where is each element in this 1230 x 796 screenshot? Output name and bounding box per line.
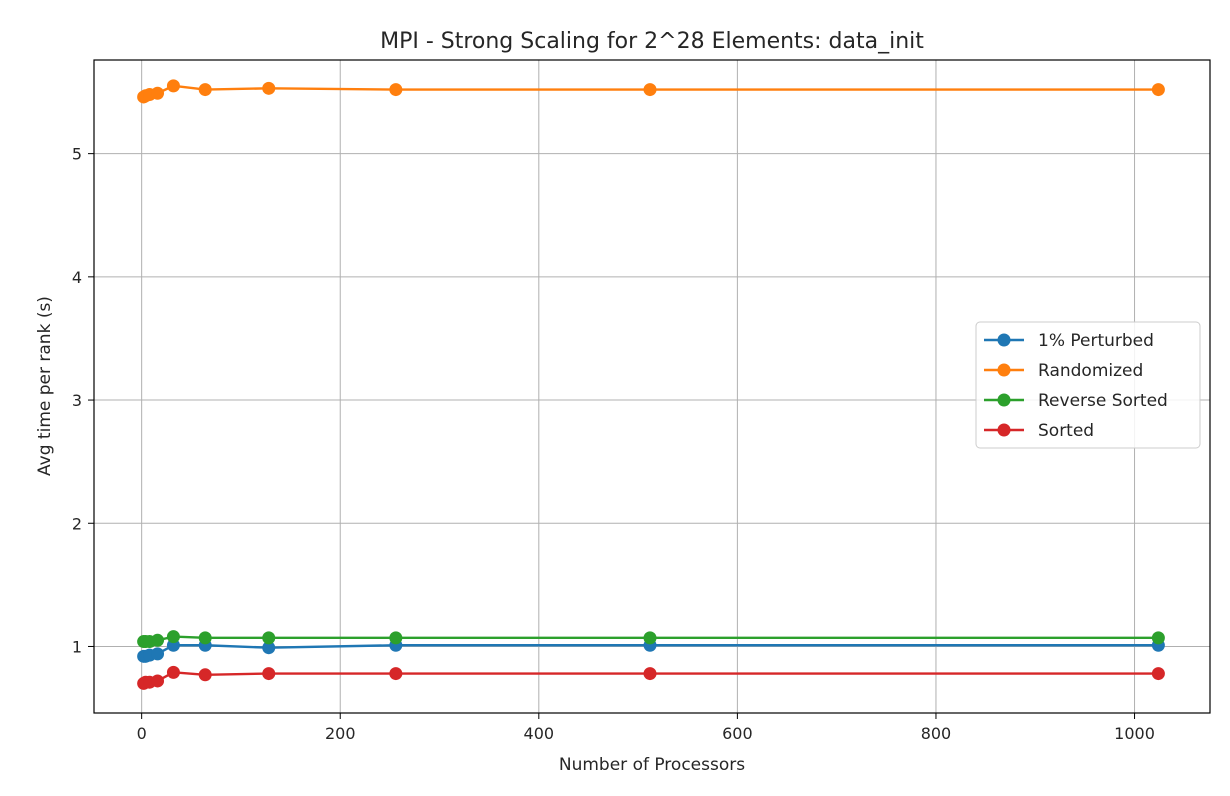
legend-box	[975, 321, 1201, 449]
series-reverse-sorted	[137, 630, 1165, 649]
data-point-reverse-sorted	[389, 631, 403, 645]
data-point-randomized	[262, 81, 276, 95]
legend-label: Randomized	[1038, 361, 1143, 381]
data-point-sorted	[643, 667, 657, 681]
legend-item-randomized: Randomized	[984, 361, 1143, 381]
legend-label: 1% Perturbed	[1038, 331, 1154, 351]
tick-layer: 0 200 400 600 800 1000 1 2 3 4 5	[72, 145, 1155, 743]
data-point-reverse-sorted	[262, 631, 276, 645]
legend-item-reverse-sorted: Reverse Sorted	[984, 391, 1168, 411]
data-point-1-perturbed	[151, 647, 165, 661]
data-point-sorted	[151, 674, 165, 688]
data-point-1-perturbed	[262, 641, 276, 655]
data-point-sorted	[1151, 667, 1165, 681]
legend-marker	[997, 333, 1011, 347]
data-point-reverse-sorted	[1151, 631, 1165, 645]
data-point-sorted	[198, 668, 212, 682]
legend: 1% Perturbed Randomized Reverse Sorted Sort…	[975, 321, 1201, 449]
legend-marker	[997, 363, 1011, 377]
data-point-sorted	[389, 667, 403, 681]
data-point-sorted	[262, 667, 276, 681]
data-point-randomized	[166, 79, 180, 93]
series-sorted	[137, 665, 1165, 690]
x-tick-label: 600	[722, 724, 753, 743]
data-point-randomized	[151, 86, 165, 100]
data-point-reverse-sorted	[198, 631, 212, 645]
y-axis-label: Avg time per rank (s)	[35, 296, 55, 476]
data-point-randomized	[1151, 83, 1165, 97]
legend-marker	[997, 393, 1011, 407]
data-point-reverse-sorted	[151, 633, 165, 647]
data-point-randomized	[198, 83, 212, 97]
y-tick-label: 2	[72, 514, 82, 533]
y-tick-label: 4	[72, 268, 82, 287]
legend-label: Reverse Sorted	[1038, 391, 1168, 411]
legend-marker	[997, 423, 1011, 437]
y-tick-label: 1	[72, 637, 82, 656]
x-axis-label: Number of Processors	[559, 755, 745, 775]
data-point-sorted	[166, 665, 180, 679]
legend-item-sorted: Sorted	[984, 421, 1094, 441]
data-point-randomized	[643, 83, 657, 97]
y-tick-label: 3	[72, 391, 82, 410]
series-randomized	[137, 79, 1165, 104]
x-tick-label: 1000	[1114, 724, 1155, 743]
legend-label: Sorted	[1038, 421, 1094, 441]
chart-title: MPI - Strong Scaling for 2^28 Elements: …	[380, 29, 924, 54]
data-point-reverse-sorted	[643, 631, 657, 645]
x-tick-label: 800	[921, 724, 952, 743]
data-point-reverse-sorted	[166, 630, 180, 644]
data-point-randomized	[389, 83, 403, 97]
x-tick-label: 400	[524, 724, 555, 743]
plot-area-frame	[93, 59, 1211, 714]
legend-item-1-perturbed: 1% Perturbed	[984, 331, 1154, 351]
x-tick-label: 0	[137, 724, 147, 743]
x-tick-label: 200	[325, 724, 356, 743]
series-layer	[137, 79, 1165, 690]
y-tick-label: 5	[72, 145, 82, 164]
